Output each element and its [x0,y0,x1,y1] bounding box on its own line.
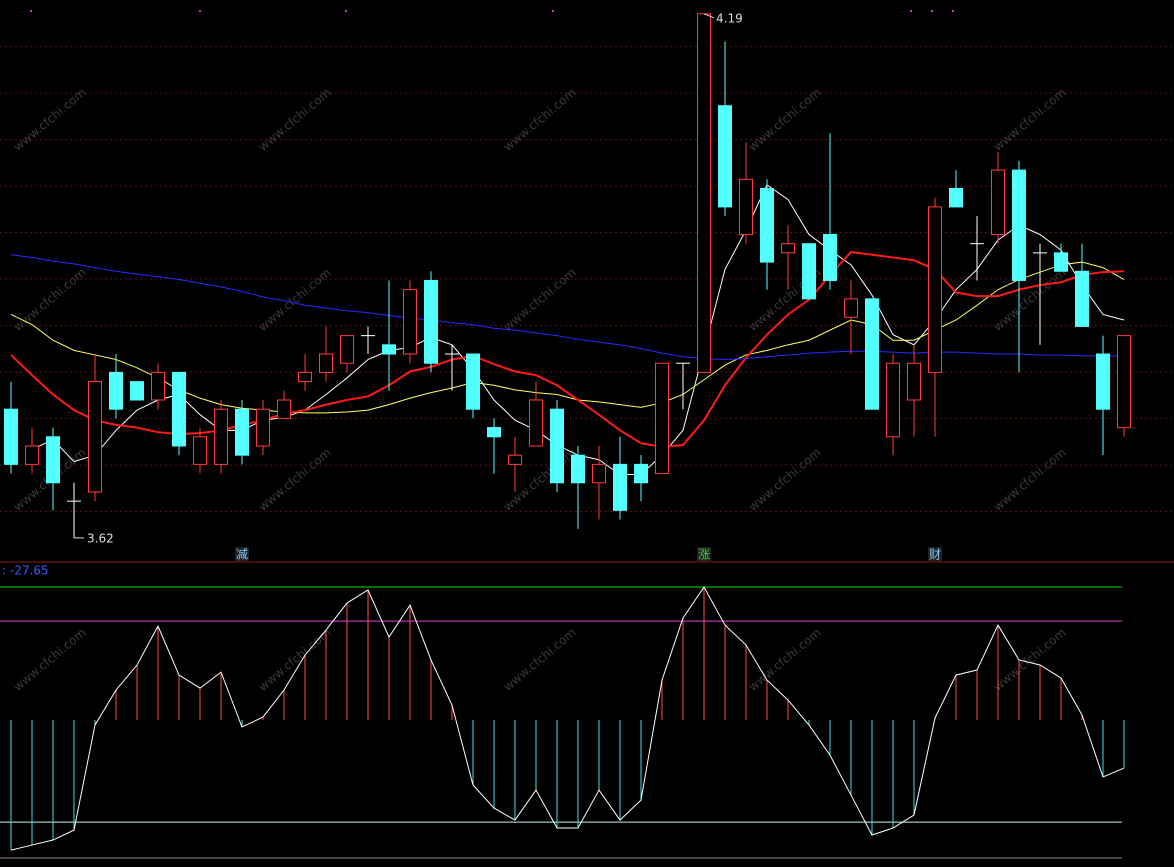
candle-body [802,243,816,300]
candle-body [298,371,312,383]
candle-body [655,362,669,475]
high-pointer [703,13,715,19]
candle-body [592,463,606,484]
candle-body [109,371,123,410]
candle-body [25,445,39,465]
high-label: 4.19 [716,11,743,25]
candle-body [949,188,963,208]
candle-body [4,408,18,465]
candle-body [739,178,753,235]
candle-body [928,206,942,373]
candle-body [403,289,417,355]
candle-body [340,335,354,364]
candle-body [319,353,333,373]
candle-body [844,298,858,318]
candle-body [151,371,165,401]
candle-body [865,298,879,410]
event-label: 减 [236,548,248,562]
candle-body [529,399,543,447]
candle-body [781,243,795,254]
candle-body [1075,270,1089,327]
candle-body [886,362,900,438]
candle-body [235,408,249,456]
candle-body [172,371,186,447]
readout: : -27.65 [2,564,49,578]
candle-body [1117,335,1131,429]
candle-body [991,169,1005,235]
candle-body [466,353,480,410]
candle-body [760,188,774,263]
candle-body [571,454,585,484]
candle-body [508,454,522,465]
candle-body [697,13,711,373]
event-badge [697,547,711,561]
candle-body [214,408,228,465]
candle-body [277,399,291,419]
candle-body [46,436,60,484]
candle-body [256,408,270,447]
event-badge [928,547,942,561]
candle-body [130,381,144,401]
candle-body [823,233,837,281]
event-label: 涨 [698,547,710,562]
candle-body [634,463,648,484]
candle-body [613,463,627,511]
event-label: 财 [929,548,941,562]
candle-body [193,436,207,465]
low-label: 3.62 [87,531,114,545]
candle-body [382,344,396,355]
event-badge [235,547,249,561]
indicator-line [10,586,1125,851]
candle-body [1096,353,1110,410]
candle-body [1054,252,1068,272]
candle-body [550,408,564,484]
candle-body [88,381,102,493]
candle-body [1012,169,1026,281]
top-dots [30,10,954,12]
candle-body [424,279,438,364]
candle-body [907,362,921,401]
candle-body [718,105,732,208]
candle-body [487,427,501,438]
